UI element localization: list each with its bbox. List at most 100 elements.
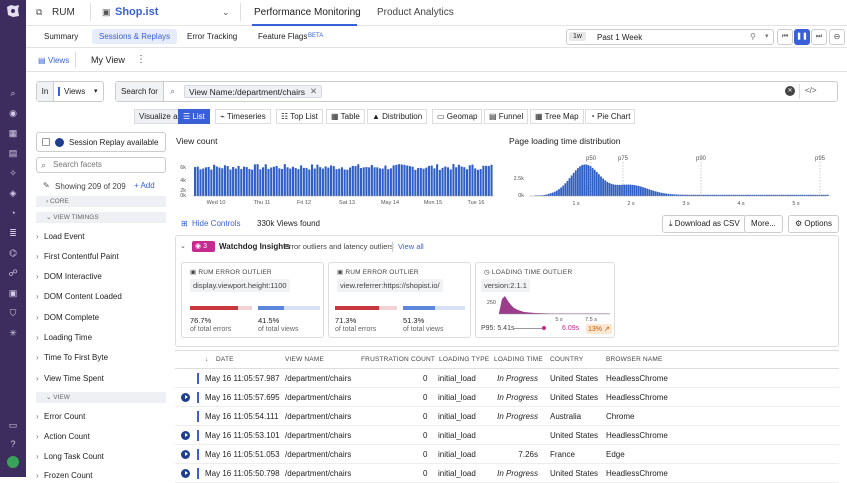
tab-feature-flags[interactable]: Feature Flags xyxy=(258,32,308,41)
section-view[interactable]: ⌄ VIEW xyxy=(36,392,166,403)
infrastructure-icon[interactable]: ⌬ xyxy=(9,248,17,258)
views-toggle[interactable]: Views xyxy=(48,56,70,65)
tab-sessions-replays[interactable]: Sessions & Replays xyxy=(92,29,178,44)
ux-monitoring-icon[interactable]: ✳ xyxy=(9,328,17,338)
logs-icon[interactable]: ≣ xyxy=(9,228,17,238)
view-count-chart[interactable]: 6k 4k 2k 0k Wed 10 Thu 11 Fri 12 Sat 13 … xyxy=(176,148,498,208)
col-country[interactable]: COUNTRY xyxy=(550,356,584,363)
rewind-button[interactable]: ⏮ xyxy=(777,29,793,45)
facet-error-count[interactable]: Error Count xyxy=(36,412,85,422)
chevron-down-icon[interactable]: ⌄ xyxy=(222,7,230,17)
facet-fcp[interactable]: First Contentful Paint xyxy=(36,252,119,262)
facet-dom-interactive[interactable]: DOM Interactive xyxy=(36,272,102,282)
section-core[interactable]: › CORE xyxy=(36,196,166,207)
metrics-icon[interactable]: ▤ xyxy=(8,148,18,158)
avatar[interactable] xyxy=(7,456,19,468)
facet-search-input[interactable] xyxy=(53,160,161,169)
table-row[interactable]: May 16 11:05:54.111/department/chairs 0 in… xyxy=(175,407,839,426)
viz-treemap-button[interactable]: ▦ Tree Map xyxy=(530,109,584,124)
tab-performance-monitoring[interactable]: Performance Monitoring xyxy=(254,7,361,18)
synthetics-icon[interactable]: ▣ xyxy=(8,288,18,298)
facet-ttfb[interactable]: Time To First Byte xyxy=(36,353,108,363)
search-bar[interactable]: Search for ⌕ View Name:/department/chair… xyxy=(115,81,838,102)
insight-card-loading-time[interactable]: ◷ LOADING TIME OUTLIER version:2.1.1 250… xyxy=(475,262,615,338)
view-all-link[interactable]: View all xyxy=(398,242,424,251)
facet-search[interactable]: ⌕ xyxy=(36,157,166,173)
forward-button[interactable]: ⏭ xyxy=(811,29,827,45)
play-replay-icon[interactable] xyxy=(181,393,190,402)
table-row[interactable]: May 16 11:05:51.053/department/chairs 0 in… xyxy=(175,445,839,464)
viz-funnel-button[interactable]: ▤ Funnel xyxy=(484,109,529,124)
sort-desc-icon[interactable]: ↓ xyxy=(205,356,209,363)
add-facet-button[interactable]: + Add xyxy=(134,181,155,190)
clear-query-icon[interactable]: ✕ xyxy=(785,86,795,96)
col-view-name[interactable]: VIEW NAME xyxy=(285,356,324,363)
hide-controls-icon[interactable]: ⊞ xyxy=(181,219,188,228)
code-view-icon[interactable]: </> xyxy=(805,86,817,95)
viz-list-button[interactable]: ☰ List xyxy=(178,109,210,124)
close-icon[interactable]: ✕ xyxy=(309,86,318,96)
facet-long-task-count[interactable]: Long Task Count xyxy=(36,452,104,462)
viz-distribution-button[interactable]: ▲ Distribution xyxy=(367,109,428,124)
viz-geomap-button[interactable]: ▭ Geomap xyxy=(432,109,483,124)
edit-icon[interactable]: ✎ xyxy=(43,181,50,190)
facet-view-time-spent[interactable]: View Time Spent xyxy=(36,374,104,384)
viz-piechart-button[interactable]: ◔ Pie Chart xyxy=(585,109,636,124)
more-button[interactable]: More... xyxy=(744,215,783,233)
zoom-out-icon[interactable]: ⊖ xyxy=(829,29,845,45)
tab-product-analytics[interactable]: Product Analytics xyxy=(377,7,454,18)
col-date[interactable]: DATE xyxy=(216,356,234,363)
time-picker[interactable]: 1w Past 1 Week ⚲ ▾ xyxy=(566,29,774,45)
table-row[interactable]: May 16 11:05:57.987/department/chairs 0 in… xyxy=(175,369,839,388)
chat-icon[interactable]: ▭ xyxy=(8,420,18,430)
table-row[interactable]: May 16 11:05:53.101/department/chairs 0 in… xyxy=(175,426,839,445)
play-replay-icon[interactable] xyxy=(181,469,190,478)
monitors-icon[interactable]: ◔ xyxy=(10,208,16,218)
play-replay-icon[interactable] xyxy=(181,431,190,440)
loading-time-distribution-chart[interactable]: 2.5k 0k p50 p75 p90 p95 1 s 2 s 3 s 4 s … xyxy=(509,148,829,210)
viz-toplist-button[interactable]: ☷ Top List xyxy=(276,109,323,124)
facet-frozen-count[interactable]: Frozen Count xyxy=(36,471,93,481)
security-icon[interactable]: ⛉ xyxy=(9,308,17,318)
saved-view-name[interactable]: My View xyxy=(91,55,125,65)
facet-action-count[interactable]: Action Count xyxy=(36,432,90,442)
network-icon[interactable]: ☍ xyxy=(8,268,18,278)
datadog-logo-icon[interactable] xyxy=(5,4,21,18)
query-pill[interactable]: View Name:/department/chairs ✕ xyxy=(184,85,323,98)
app-selector[interactable]: Shop.ist xyxy=(115,6,159,18)
insight-card-viewport[interactable]: ▣ RUM ERROR OUTLIER display.viewport.hei… xyxy=(181,262,324,338)
viz-table-button[interactable]: ▦ Table xyxy=(326,109,365,124)
kebab-menu-icon[interactable]: ⋮ xyxy=(136,54,146,65)
collapse-chevron-icon[interactable]: ⌄ xyxy=(180,243,186,250)
apm-icon[interactable]: ◈ xyxy=(9,188,17,198)
replay-checkbox[interactable] xyxy=(42,138,50,146)
facet-dom-content-loaded[interactable]: DOM Content Loaded xyxy=(36,292,122,302)
integrations-icon[interactable]: ✧ xyxy=(9,168,17,178)
facet-load-event[interactable]: Load Event xyxy=(36,232,85,242)
download-csv-button[interactable]: ⤓ Download as CSV xyxy=(662,215,747,233)
facet-loading-time[interactable]: Loading Time xyxy=(36,333,92,343)
chevron-down-icon[interactable]: ▾ xyxy=(765,33,769,40)
table-row[interactable]: May 16 11:05:57.695/department/chairs 0 in… xyxy=(175,388,839,407)
session-replay-filter[interactable]: Session Replay available xyxy=(36,132,166,152)
table-row[interactable]: May 16 11:05:50.798/department/chairs 0 in… xyxy=(175,464,839,483)
scope-selector[interactable]: In Views ▾ xyxy=(36,81,104,102)
dashboards-icon[interactable]: ▦ xyxy=(8,128,18,138)
tab-summary[interactable]: Summary xyxy=(44,32,79,41)
col-loading-type[interactable]: LOADING TYPE xyxy=(439,356,490,363)
search-icon[interactable]: ⌕ xyxy=(10,88,16,98)
pin-icon[interactable]: ⚲ xyxy=(750,32,756,41)
pause-button[interactable]: ❚❚ xyxy=(794,29,810,45)
play-replay-icon[interactable] xyxy=(181,450,190,459)
hide-controls-button[interactable]: Hide Controls xyxy=(192,219,241,228)
options-button[interactable]: ⚙ Options xyxy=(788,215,839,233)
col-frustration-count[interactable]: FRUSTRATION COUNT xyxy=(361,356,436,363)
help-icon[interactable]: ? xyxy=(10,439,16,449)
section-view-timings[interactable]: ⌄ VIEW TIMINGS xyxy=(36,212,166,223)
insight-card-referrer[interactable]: ▣ RUM ERROR OUTLIER view.referrer:https:… xyxy=(328,262,471,338)
viz-timeseries-button[interactable]: ⌁ Timeseries xyxy=(215,109,271,124)
tab-error-tracking[interactable]: Error Tracking xyxy=(187,32,238,41)
col-loading-time[interactable]: LOADING TIME xyxy=(494,356,543,363)
facet-dom-complete[interactable]: DOM Complete xyxy=(36,313,99,323)
col-browser-name[interactable]: BROWSER NAME xyxy=(606,356,663,363)
